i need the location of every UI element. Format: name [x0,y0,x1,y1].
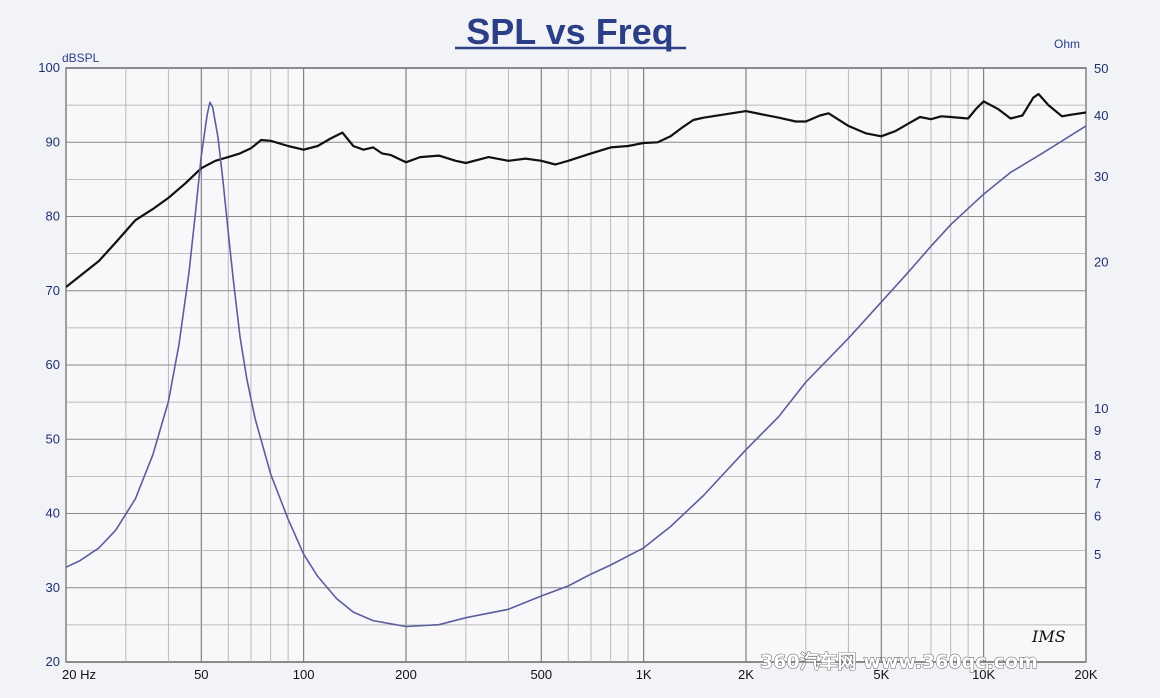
y-left-axis-label: dBSPL [62,51,100,65]
y-left-tick-label: 60 [46,357,60,372]
x-tick-label: 20K [1074,667,1097,682]
series-line-impedance [66,101,1086,628]
grid [65,68,1087,662]
x-tick-label: 10K [972,667,995,682]
y-left-tick-label: 70 [46,283,60,298]
y-right-tick-label: 10 [1094,401,1108,416]
x-tick-label: 1K [636,667,652,682]
watermark-text: 360汽车网 www.360qc.com [760,650,1038,673]
x-tick-label: 500 [530,667,552,682]
y-left-tick-label: 50 [46,431,60,446]
x-tick-label: 20 Hz [62,667,96,682]
y-left-tick-label: 30 [46,580,60,595]
x-tick-label: 50 [194,667,208,682]
y-right-tick-label: 50 [1094,61,1108,76]
y-right-tick-label: 6 [1094,509,1101,524]
series-line-spl [66,92,1086,288]
y-left-tick-label: 90 [46,134,60,149]
y-right-tick-label: 7 [1094,476,1101,491]
y-right-tick-label: 30 [1094,169,1108,184]
y-left-ticks: 100 90 80 70 60 50 40 30 20 [38,60,60,669]
x-tick-label: 200 [395,667,417,682]
x-ticks: 20 Hz 50 100 200 500 1K 2K 5K 10K 20K [62,667,1098,682]
y-left-tick-label: 100 [38,60,60,75]
y-right-tick-label: 40 [1094,108,1108,123]
y-right-ticks: 50 40 30 20 10 9 8 7 6 5 [1094,61,1108,562]
y-left-tick-label: 20 [46,654,60,669]
x-tick-label: 5K [873,667,889,682]
y-right-tick-label: 20 [1094,254,1108,269]
y-right-tick-label: 8 [1094,448,1101,463]
y-left-tick-label: 40 [46,506,60,521]
y-right-axis-label: Ohm [1054,37,1080,51]
y-right-tick-label: 5 [1094,547,1101,562]
y-right-tick-label: 9 [1094,423,1101,438]
chart-title: SPL vs Freq [466,11,673,52]
x-tick-label: 100 [293,667,315,682]
series-group [66,92,1086,628]
x-tick-label: 2K [738,667,754,682]
ims-annotation: IMS [1031,627,1066,646]
y-left-tick-label: 80 [46,209,60,224]
